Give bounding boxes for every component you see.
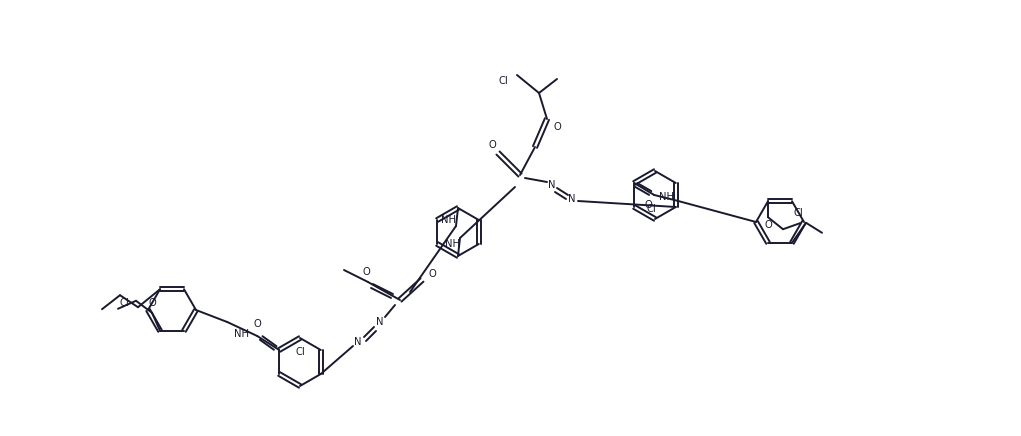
Text: O: O [362,267,370,277]
Text: O: O [253,319,261,329]
Text: Cl: Cl [119,298,129,308]
Text: O: O [644,200,652,210]
Text: Cl: Cl [646,204,655,214]
Text: N: N [548,180,555,190]
Text: N: N [569,194,576,204]
Text: NH: NH [234,329,249,339]
Text: O: O [148,298,156,308]
Text: N: N [354,337,361,347]
Text: Cl: Cl [793,208,803,218]
Text: O: O [553,122,561,132]
Text: NH: NH [440,215,455,225]
Text: O: O [488,140,496,150]
Text: O: O [428,269,436,279]
Text: Cl: Cl [295,347,305,357]
Text: N: N [377,317,384,327]
Text: O: O [764,220,772,230]
Text: Cl: Cl [498,76,507,86]
Text: NH: NH [659,192,674,202]
Text: NH: NH [444,239,459,249]
